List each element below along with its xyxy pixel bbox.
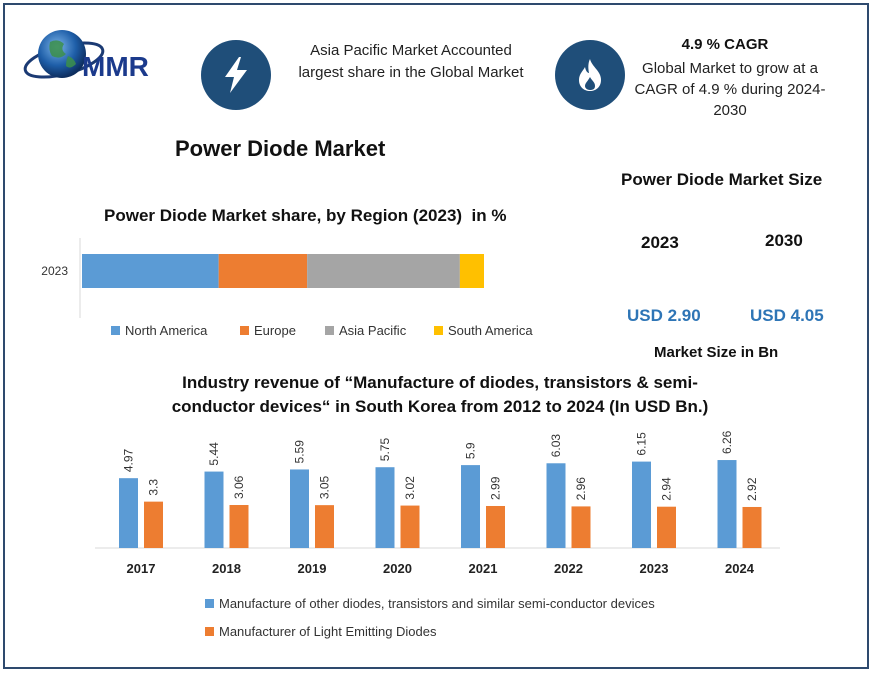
legend-north-america: North America xyxy=(111,323,240,338)
revenue-bar-led-2020 xyxy=(400,505,420,548)
revenue-bar-other-diodes-2017 xyxy=(119,478,138,548)
revenue-data-label: 3.06 xyxy=(232,475,246,499)
revenue-tick-label: 2020 xyxy=(383,561,412,576)
revenue-bar-other-diodes-2019 xyxy=(290,469,309,548)
legend-swatch xyxy=(434,326,443,335)
region-bar-north-america xyxy=(82,254,219,288)
revenue-tick-label: 2022 xyxy=(554,561,583,576)
revenue-chart-title: Industry revenue of “Manufacture of diod… xyxy=(171,373,709,416)
revenue-data-label: 2.92 xyxy=(745,477,759,501)
legend-europe: Europe xyxy=(240,323,325,338)
logo-text: MMR xyxy=(82,51,149,82)
revenue-bar-led-2022 xyxy=(571,506,591,548)
revenue-tick-label: 2018 xyxy=(212,561,241,576)
revenue-bar-other-diodes-2018 xyxy=(204,471,224,548)
revenue-data-label: 3.05 xyxy=(318,475,332,499)
revenue-bar-led-2018 xyxy=(229,505,249,548)
revenue-bar-led-2021 xyxy=(486,505,505,548)
revenue-data-label: 4.97 xyxy=(122,448,136,472)
revenue-tick-label: 2019 xyxy=(298,561,327,576)
revenue-bar-led-2017 xyxy=(144,501,163,548)
region-chart-title: Power Diode Market share, by Region (202… xyxy=(104,206,507,225)
legend-swatch xyxy=(205,598,214,608)
revenue-bar-other-diodes-2023 xyxy=(632,461,651,548)
revenue-legend: Manufacture of other diodes, transistors… xyxy=(205,594,655,640)
revenue-tick-label: 2023 xyxy=(640,561,669,576)
region-share-chart: 2023 xyxy=(41,238,484,318)
region-legend: North America Europe Asia Pacific South … xyxy=(111,323,533,338)
region-category-label: 2023 xyxy=(41,264,68,278)
revenue-data-label: 5.59 xyxy=(293,440,307,464)
legend-swatch xyxy=(240,326,249,335)
market-size-year-2030: 2030 xyxy=(765,231,803,250)
legend-other-diodes: Manufacture of other diodes, transistors… xyxy=(205,594,655,612)
infographic-frame xyxy=(3,3,869,669)
region-bar-asia-pacific xyxy=(307,254,460,288)
legend-swatch xyxy=(205,626,214,636)
revenue-data-label: 5.75 xyxy=(378,438,392,462)
market-size-title: Power Diode Market Size xyxy=(621,170,823,189)
header-left-text: Asia Pacific Market Accounted largest sh… xyxy=(298,42,524,81)
revenue-data-label: 6.03 xyxy=(549,434,563,458)
market-size-value-2030: USD 4.05 xyxy=(750,306,824,325)
region-bar-europe xyxy=(218,254,308,288)
revenue-chart: 4.97 3.3 2017 5.44 3.06 2018 5.59 3.05 2019 5.75 3… xyxy=(95,430,780,576)
legend-led: Manufacturer of Light Emitting Diodes xyxy=(205,622,655,640)
revenue-data-label: 2.96 xyxy=(574,477,588,501)
flame-icon xyxy=(555,40,625,110)
revenue-bar-led-2023 xyxy=(657,506,676,548)
revenue-data-label: 2.99 xyxy=(489,476,503,500)
revenue-tick-label: 2024 xyxy=(725,561,755,576)
lightning-bolt-icon xyxy=(201,40,271,110)
revenue-bar-other-diodes-2022 xyxy=(546,463,566,548)
revenue-data-label: 2.94 xyxy=(660,477,674,501)
mmr-logo: MMR xyxy=(22,24,182,94)
cagr-text: Global Market to grow at a CAGR of 4.9 %… xyxy=(634,60,826,119)
legend-south-america: South America xyxy=(434,323,533,338)
market-size-year-2023: 2023 xyxy=(641,233,679,252)
market-size-value-2023: USD 2.90 xyxy=(627,306,701,325)
revenue-bar-other-diodes-2021 xyxy=(461,465,480,548)
page-title: Power Diode Market xyxy=(175,136,386,161)
legend-swatch xyxy=(325,326,334,335)
revenue-bar-other-diodes-2020 xyxy=(375,467,395,548)
revenue-bar-other-diodes-2024 xyxy=(717,460,737,548)
cagr-title: 4.9 % CAGR xyxy=(681,36,769,53)
revenue-bar-led-2019 xyxy=(315,505,334,548)
revenue-data-label: 3.02 xyxy=(403,476,417,500)
revenue-data-label: 6.15 xyxy=(635,432,649,456)
revenue-tick-label: 2017 xyxy=(127,561,156,576)
revenue-data-label: 6.26 xyxy=(720,430,734,454)
region-bar-south-america xyxy=(459,254,484,288)
revenue-data-label: 3.3 xyxy=(147,479,161,496)
market-size-note: Market Size in Bn xyxy=(654,344,779,361)
revenue-tick-label: 2021 xyxy=(469,561,498,576)
legend-asia-pacific: Asia Pacific xyxy=(325,323,434,338)
revenue-data-label: 5.9 xyxy=(464,442,478,459)
revenue-data-label: 5.44 xyxy=(207,442,221,466)
revenue-bar-led-2024 xyxy=(742,506,762,548)
legend-swatch xyxy=(111,326,120,335)
